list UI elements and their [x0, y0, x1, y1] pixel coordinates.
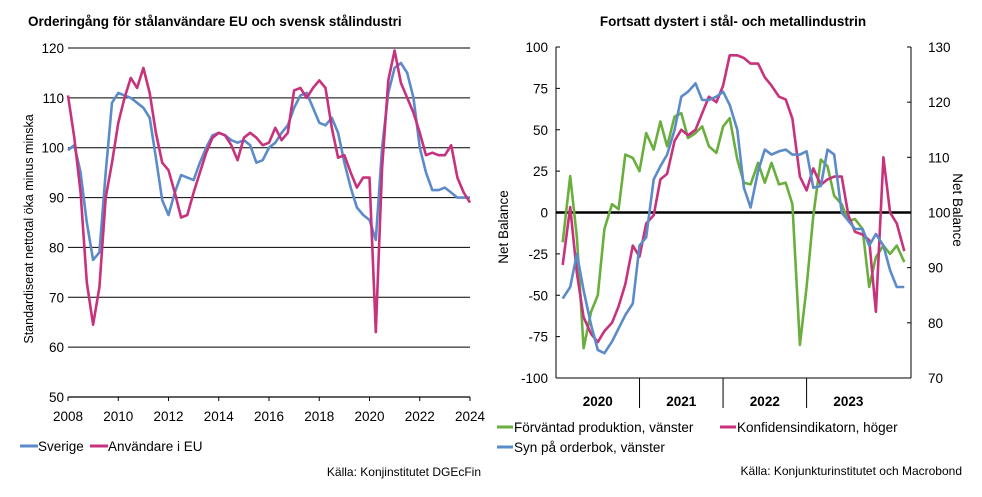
right-left-y-tick-label: 75: [533, 81, 548, 96]
right-x-tick-label: 2021: [666, 394, 697, 409]
legend-label-syn-pa-orderbok: Syn på orderbok, vänster: [514, 440, 665, 455]
left-series-group: [66, 49, 472, 334]
left-x-tick-label: 2010: [103, 409, 133, 424]
right-left-y-tick-label: 50: [533, 123, 548, 138]
right-series-line-konfidensindikatorn-hoger: [561, 53, 906, 344]
left-x-tick-label: 2020: [354, 409, 384, 424]
right-right-y-tick-label: 100: [928, 206, 951, 221]
left-chart-title: Orderingång för stålanvändare EU och sve…: [28, 14, 402, 29]
right-right-y-tick-label: 120: [928, 95, 951, 110]
right-left-y-tick-label: -25: [528, 247, 548, 262]
left-x-tick-label: 2022: [405, 409, 435, 424]
legend-label-konfidensindikatorn: Konfidensindikatorn, höger: [737, 420, 898, 435]
right-right-y-tick-label: 80: [928, 316, 943, 331]
left-x-tick-label: 2016: [254, 409, 284, 424]
right-series-line-forvantad-produktion-vanster: [561, 111, 906, 350]
left-y-tick-label: 120: [41, 41, 64, 56]
left-y-tick-labels: 50 60 70 80 90 100 110 120: [41, 41, 64, 405]
right-left-y-tick-label: -75: [528, 330, 548, 345]
left-y-tick-label: 100: [41, 141, 64, 156]
right-axes: [555, 46, 912, 408]
left-series-line-sverige: [67, 61, 470, 262]
left-series-line-anvandare-i-eu: [66, 49, 472, 334]
left-y-tick-label: 70: [49, 290, 64, 305]
right-x-tick-label: 2020: [583, 394, 613, 409]
legend-label-forvantad-produktion: Förväntad produktion, vänster: [514, 420, 694, 435]
left-y-tick-label: 50: [49, 390, 64, 405]
legend-label-sverige: Sverige: [38, 439, 84, 454]
left-y-axis-label: Standardiserat nettotal öka minus minska: [22, 114, 36, 343]
right-left-y-tick-label: -50: [528, 288, 548, 303]
right-right-y-tick-label: 130: [928, 40, 951, 55]
right-x-tick-label: 2022: [750, 394, 780, 409]
legend-label-anvandare-eu: Användare i EU: [108, 439, 203, 454]
right-series-group: [561, 53, 906, 355]
left-x-tick-label: 2012: [153, 409, 183, 424]
right-series-line-syn-pa-orderbok-vanster: [561, 82, 905, 355]
right-x-tick-labels: 2020 2021 2022 2023: [583, 394, 864, 409]
right-left-y-tick-labels: -100 -75 -50 -25 0 25 50 75 100: [521, 40, 548, 386]
right-left-y-tick-label: 0: [540, 206, 548, 221]
left-legend: Sverige Användare i EU: [20, 439, 203, 454]
left-x-tick-labels: 2008 2010 2012 2014 2016 2018 2020 2022 2024: [53, 409, 486, 424]
right-legend: Förväntad produktion, vänster Konfidensi…: [497, 420, 898, 455]
left-x-tick-label: 2018: [304, 409, 334, 424]
left-x-tick-label: 2014: [204, 409, 235, 424]
left-y-tick-label: 60: [49, 340, 64, 355]
right-left-y-tick-label: -100: [521, 371, 548, 386]
left-x-tick-label: 2008: [53, 409, 83, 424]
left-y-tick-label: 90: [49, 191, 64, 206]
right-right-y-tick-label: 70: [928, 371, 943, 386]
right-right-y-tick-label: 90: [928, 261, 943, 276]
left-y-tick-label: 80: [49, 240, 64, 255]
right-source-note: Källa: Konjunkturinstitutet och Macrobon…: [741, 464, 962, 478]
right-right-y-tick-label: 110: [928, 150, 950, 165]
left-x-tick-label: 2024: [455, 409, 486, 424]
right-chart: Fortsatt dystert i stål- och metallindus…: [496, 14, 965, 478]
right-left-y-tick-label: 25: [533, 164, 548, 179]
left-chart: Orderingång för stålanvändare EU och sve…: [20, 14, 486, 479]
right-chart-title: Fortsatt dystert i stål- och metallindus…: [600, 14, 866, 29]
right-chart-right-y-axis-label: Net Balance: [950, 173, 965, 247]
right-left-y-tick-label: 100: [525, 40, 548, 55]
right-chart-left-y-axis-label: Net Balance: [496, 190, 511, 264]
left-source-note: Källa: Konjinstitutet DGEcFin: [327, 465, 481, 479]
right-right-y-tick-labels: 70 80 90 100 110 120 130: [928, 40, 951, 386]
right-x-tick-label: 2023: [833, 394, 864, 409]
left-y-tick-label: 110: [42, 91, 64, 106]
